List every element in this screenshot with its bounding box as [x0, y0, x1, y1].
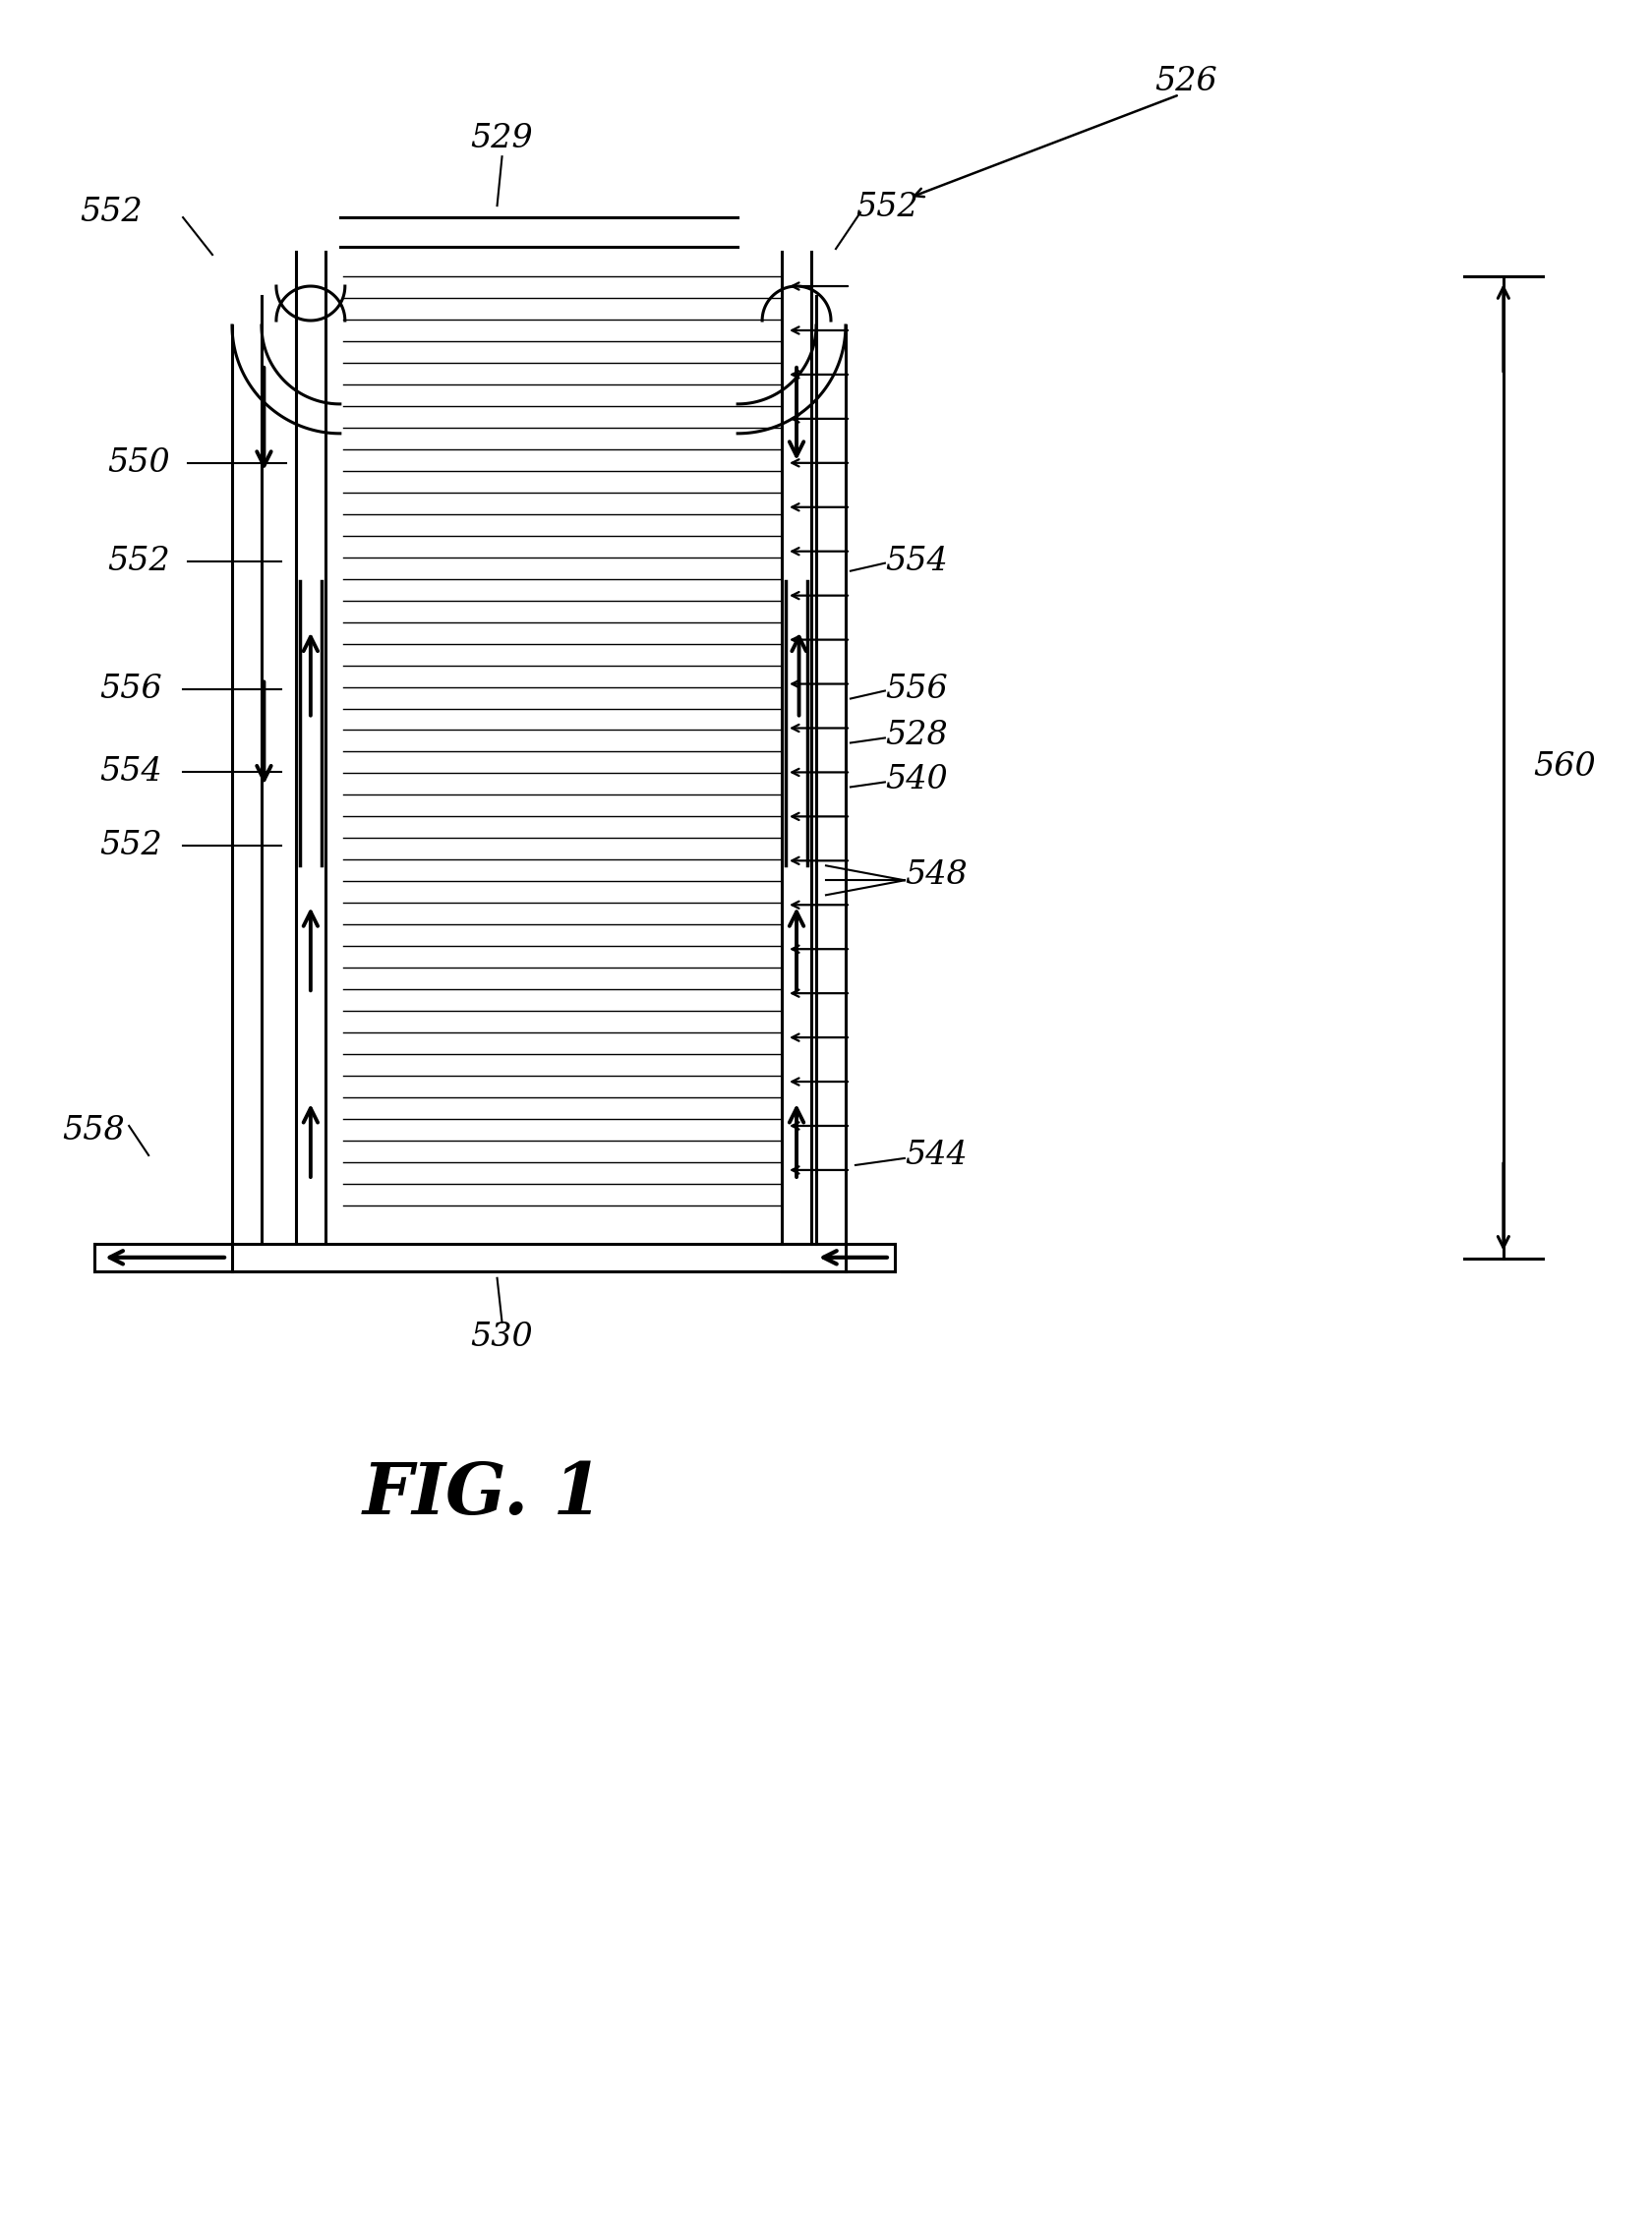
Text: 528: 528 [884, 719, 947, 751]
Text: 556: 556 [99, 672, 162, 704]
Text: 540: 540 [884, 764, 947, 795]
Text: 558: 558 [63, 1115, 126, 1146]
Text: FIG. 1: FIG. 1 [362, 1459, 603, 1528]
Text: 530: 530 [471, 1320, 534, 1354]
Text: 560: 560 [1531, 751, 1594, 784]
Text: 529: 529 [471, 123, 534, 154]
Text: 544: 544 [904, 1139, 966, 1171]
Text: 552: 552 [856, 192, 917, 223]
Text: 552: 552 [99, 831, 162, 862]
Text: 550: 550 [107, 447, 170, 478]
Text: 552: 552 [79, 197, 142, 228]
Text: 556: 556 [884, 672, 947, 704]
Text: 554: 554 [99, 757, 162, 789]
Text: 526: 526 [1155, 67, 1218, 98]
Text: 552: 552 [107, 545, 170, 576]
Text: 548: 548 [904, 860, 966, 891]
Text: 554: 554 [884, 545, 947, 576]
